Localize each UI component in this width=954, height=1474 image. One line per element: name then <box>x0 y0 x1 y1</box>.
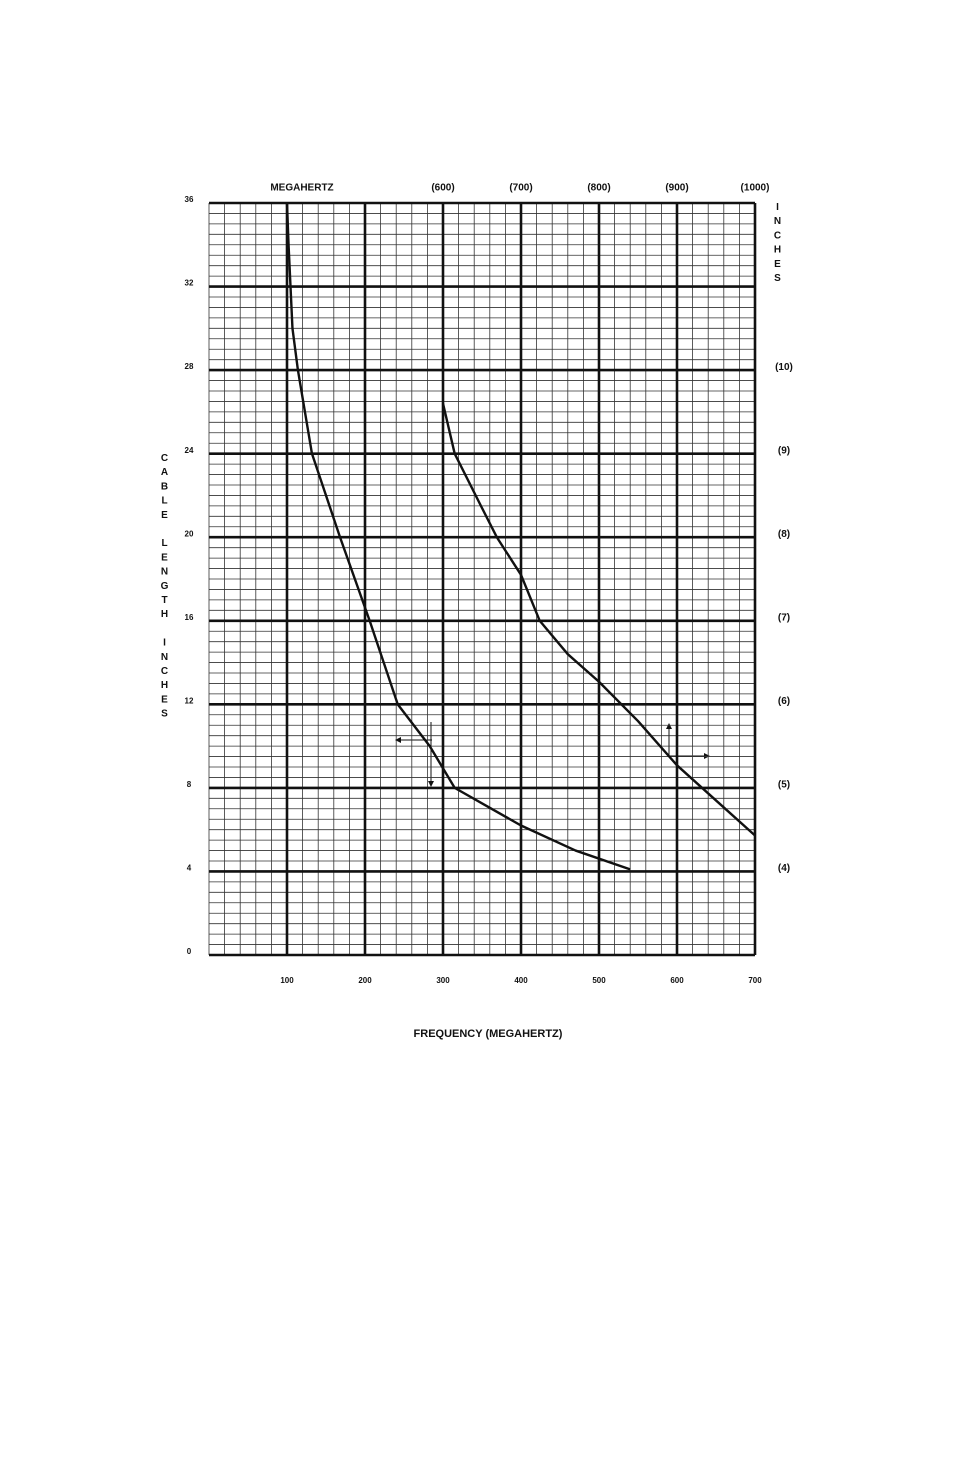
y2-tick-label: (7) <box>778 612 790 623</box>
x2-tick-label: (1000) <box>741 183 770 194</box>
y2-tick-label: (4) <box>778 863 790 874</box>
x-tick-label: 100 <box>280 976 294 985</box>
y-tick-label: 8 <box>187 780 192 789</box>
x-tick-label: 300 <box>436 976 450 985</box>
plot: 100 200 300 400 500 600 700 0 4 8 12 16 20 24 28 32 36 (6… <box>185 183 793 985</box>
y-tick-label: 36 <box>185 195 194 204</box>
y2-tick-label: (10) <box>775 362 793 373</box>
y-tick-label: 24 <box>185 446 194 455</box>
x2-tick-label: (700) <box>509 183 532 194</box>
x-tick-label: 500 <box>592 976 606 985</box>
y2-tick-label: (8) <box>778 529 790 540</box>
curve <box>285 202 631 871</box>
y2-tick-label: (9) <box>778 445 790 456</box>
annotation-arrows <box>395 722 710 787</box>
x2-tick-label: (600) <box>431 183 454 194</box>
y-tick-label: 4 <box>187 864 192 873</box>
y-tick-label: 20 <box>185 529 194 538</box>
chart-title: MEGAHERTZ <box>270 183 333 194</box>
y2-axis-title: INCHES <box>772 202 783 288</box>
y-axis-title: CABLE LENGTH INCHES <box>159 453 170 723</box>
y2-tick-label: (6) <box>778 696 790 707</box>
y-tick-label: 28 <box>185 362 194 371</box>
x-axis-title: FREQUENCY (MEGAHERTZ) <box>414 1028 563 1040</box>
y-tick-label: 12 <box>185 696 194 705</box>
y-tick-label: 16 <box>185 613 194 622</box>
x2-tick-label: (900) <box>665 183 688 194</box>
y-tick-label: 32 <box>185 279 194 288</box>
y2-tick-label: (5) <box>778 780 790 791</box>
curve <box>441 403 756 837</box>
x-tick-label: 200 <box>358 976 372 985</box>
x2-tick-label: (800) <box>587 183 610 194</box>
y-tick-label: 0 <box>187 947 192 956</box>
x-tick-label: 700 <box>748 976 762 985</box>
x-tick-label: 400 <box>514 976 528 985</box>
x-tick-label: 600 <box>670 976 684 985</box>
